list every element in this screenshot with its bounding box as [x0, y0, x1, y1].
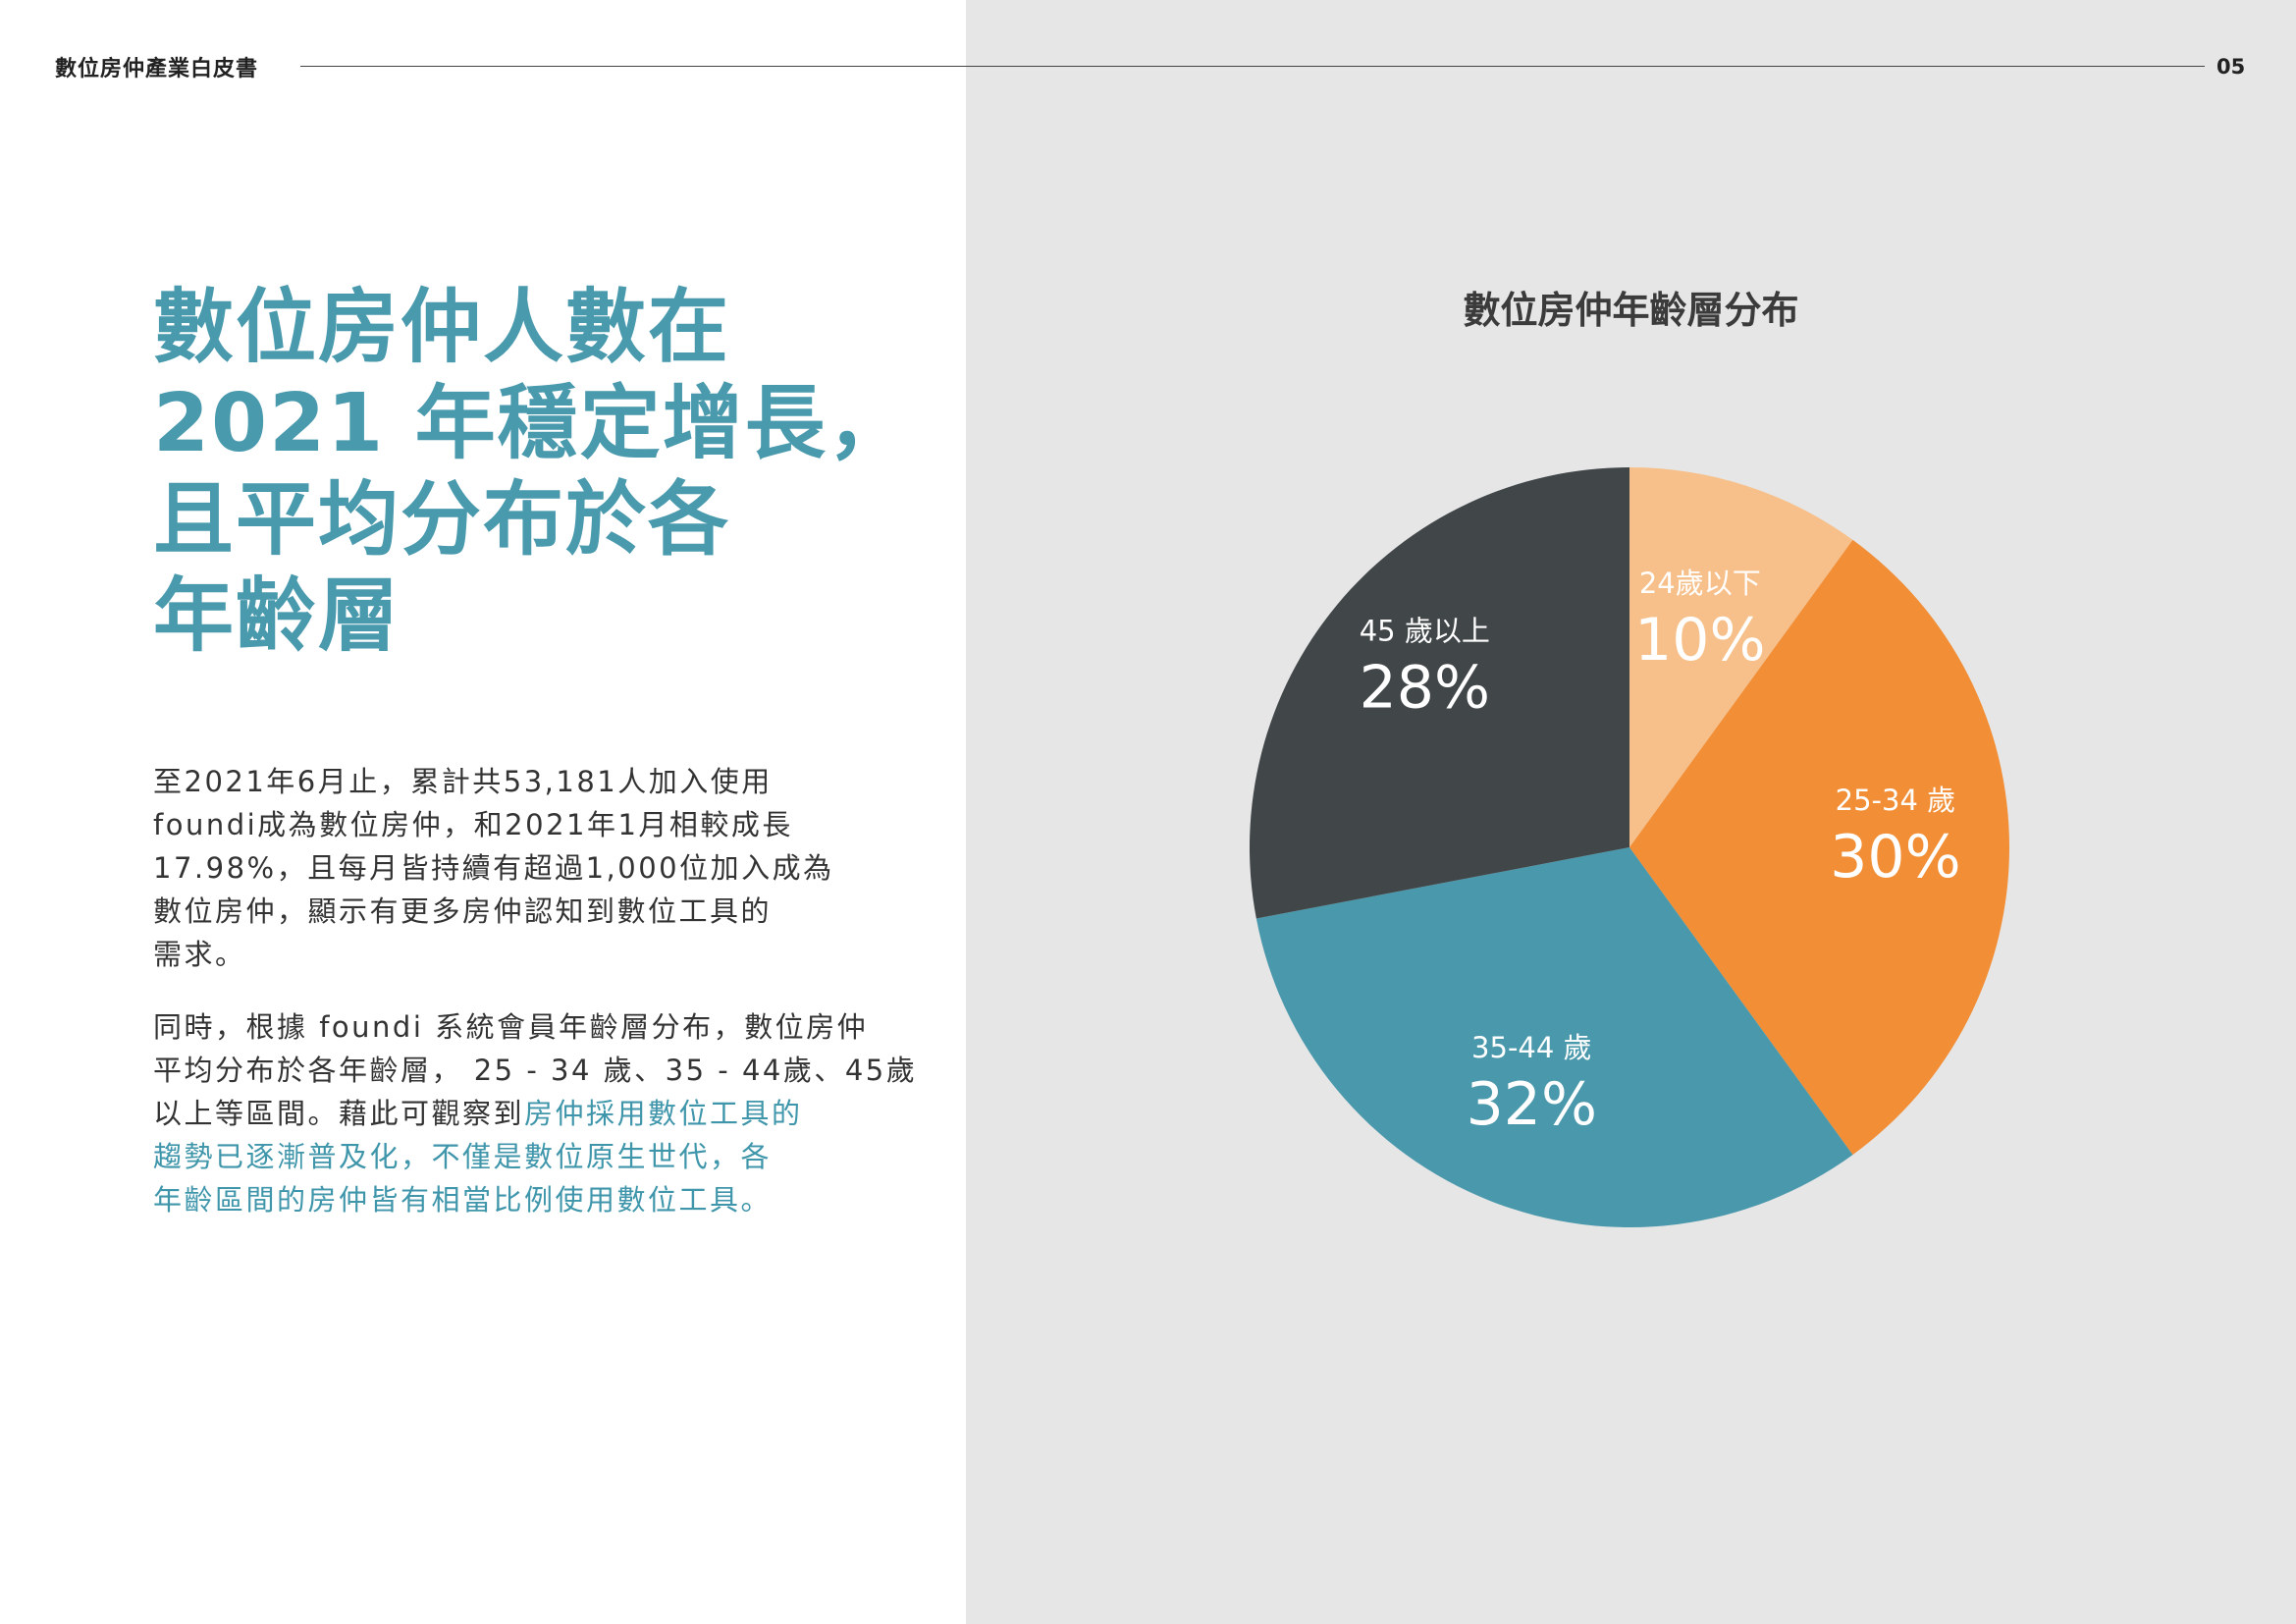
- slice-category-label: 45 歲以上: [1360, 614, 1490, 647]
- paragraph-line: 需求。: [153, 938, 246, 971]
- paragraph-line: 至2021年6月止，累計共53,181人加入使用: [153, 765, 773, 798]
- paragraph-line: 數位房仲，顯示有更多房仲認知到數位工具的: [153, 894, 773, 928]
- headline-line: 且平均分布於各: [153, 473, 731, 567]
- slice-category-label: 24歲以下: [1639, 567, 1761, 600]
- pie-slice-2: [1255, 847, 1853, 1228]
- headline-line: 年齡層: [153, 569, 401, 663]
- paragraph-line: 17.98%，且每月皆持續有超過1,000位加入成為: [153, 851, 834, 885]
- header-divider: [300, 66, 2205, 67]
- paragraph-line: foundi成為數位房仲，和2021年1月相較成長: [153, 808, 793, 841]
- headline-line: 2021 年穩定增長，: [153, 377, 910, 470]
- paragraph-line: 同時，根據 foundi 系統會員年齡層分布，數位房仲: [153, 1010, 869, 1044]
- highlighted-text: 年齡區間的房仲皆有相當比例使用數位工具。: [153, 1183, 773, 1217]
- slice-category-label: 25-34 歲: [1836, 784, 1956, 817]
- pie-slice-1: [1629, 539, 2009, 1156]
- pie-slice-3: [1249, 467, 1629, 919]
- highlighted-text: 房仲採用數位工具的: [524, 1097, 803, 1130]
- slice-percentage-label: 32%: [1467, 1070, 1597, 1139]
- pie-slice-0: [1629, 467, 1853, 847]
- highlighted-text: 趨勢已逐漸普及化，不僅是數位原生世代，各: [153, 1140, 773, 1173]
- paragraph-text: 以上等區間。藉此可觀察到: [153, 1097, 525, 1130]
- chart-title: 數位房仲年齡層分布: [1463, 289, 1799, 332]
- slice-percentage-label: 10%: [1634, 606, 1765, 675]
- paragraph-line: 以上等區間。藉此可觀察到房仲採用數位工具的: [153, 1092, 821, 1135]
- slice-category-label: 35-44 歲: [1471, 1031, 1592, 1064]
- paragraph-age-distribution: 同時，根據 foundi 系統會員年齡層分布，數位房仲 平均分布於各年齡層， 2…: [153, 1005, 918, 1221]
- paragraph-line: 平均分布於各年齡層， 25 - 34 歲、35 - 44歲、45歲: [153, 1054, 918, 1087]
- page-headline: 數位房仲人數在 2021 年穩定增長， 且平均分布於各 年齡層: [153, 280, 910, 665]
- age-distribution-pie-chart: 24歲以下 10% 25-34 歲 30% 35-44 歲 32% 45 歲以上 28%: [1249, 467, 2009, 1228]
- page-number: 05: [2216, 55, 2246, 79]
- paragraph-growth: 至2021年6月止，累計共53,181人加入使用 foundi成為數位房仲，和2…: [153, 760, 834, 976]
- document-title: 數位房仲產業白皮書: [55, 57, 259, 81]
- slice-percentage-label: 28%: [1360, 653, 1490, 722]
- slice-percentage-label: 30%: [1830, 823, 1960, 892]
- headline-line: 數位房仲人數在: [153, 281, 731, 374]
